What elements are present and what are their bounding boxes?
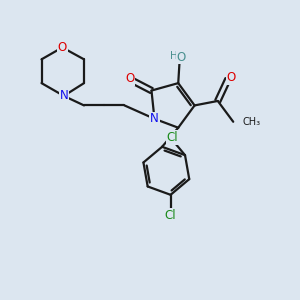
Text: O: O [58,41,67,54]
Text: Cl: Cl [165,209,176,222]
Text: N: N [59,89,68,102]
Text: N: N [150,112,159,125]
Text: CH₃: CH₃ [242,117,260,127]
Text: Cl: Cl [167,131,178,144]
Text: H: H [170,51,178,61]
Text: O: O [177,51,186,64]
Text: O: O [125,72,135,85]
Text: O: O [226,71,236,84]
